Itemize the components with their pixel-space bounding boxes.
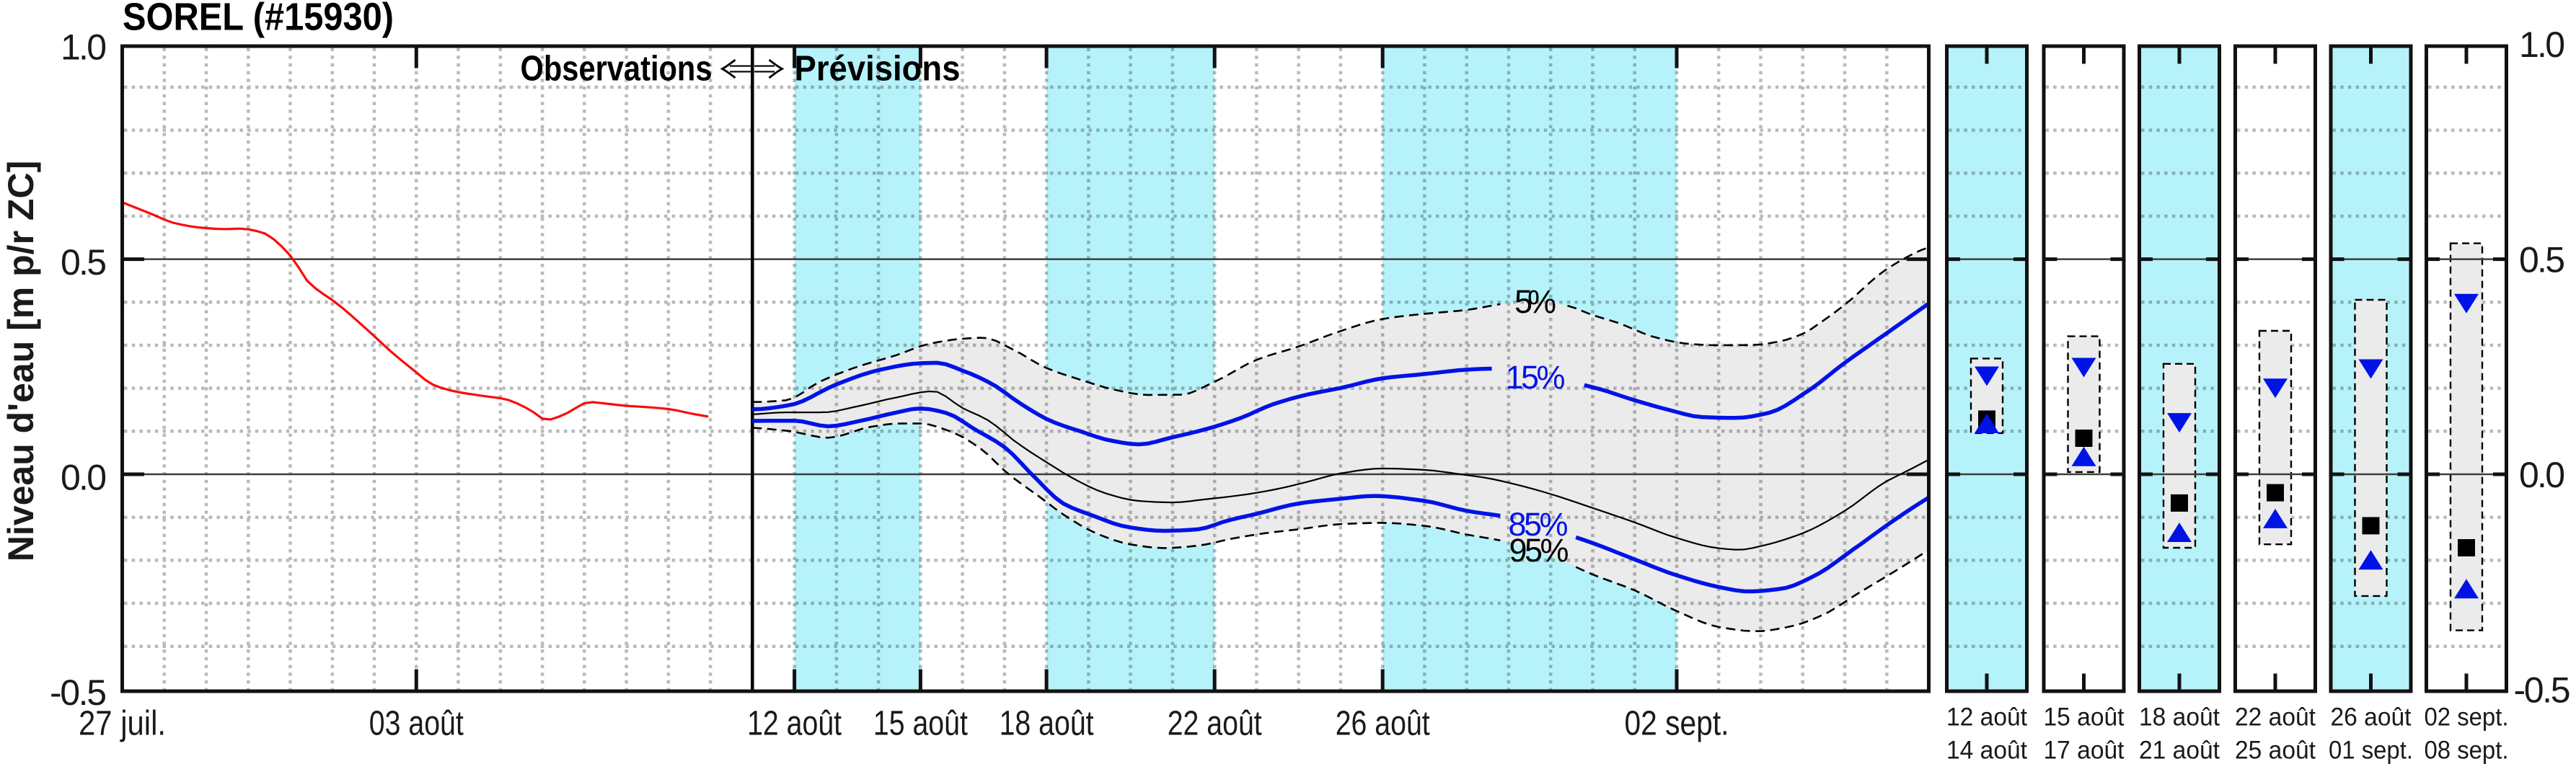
svg-text:26 août: 26 août (1336, 705, 1430, 743)
svg-text:15 août: 15 août (873, 705, 968, 743)
svg-text:0.0: 0.0 (2519, 455, 2565, 495)
svg-text:21 août: 21 août (2139, 737, 2220, 764)
svg-text:Observations: Observations (521, 50, 713, 89)
svg-text:15 août: 15 août (2044, 703, 2125, 732)
svg-text:-0.5: -0.5 (50, 672, 107, 713)
svg-text:SOREL (#15930): SOREL (#15930) (123, 0, 394, 39)
svg-text:-0.5: -0.5 (2514, 670, 2571, 710)
svg-text:02 sept.: 02 sept. (1625, 705, 1729, 743)
svg-text:17 août: 17 août (2044, 737, 2125, 764)
svg-text:03 août: 03 août (369, 705, 464, 743)
svg-text:18 août: 18 août (2139, 703, 2220, 732)
svg-text:1.0: 1.0 (2519, 25, 2565, 65)
svg-text:0.5: 0.5 (2519, 240, 2565, 280)
svg-text:02 sept.: 02 sept. (2425, 703, 2509, 732)
svg-text:Niveau d'eau [m p/r ZC]: Niveau d'eau [m p/r ZC] (1, 161, 41, 561)
svg-text:22 août: 22 août (2235, 703, 2316, 732)
svg-text:18 août: 18 août (1000, 705, 1094, 743)
svg-text:25 août: 25 août (2235, 737, 2316, 764)
svg-text:5%: 5% (1514, 283, 1556, 320)
svg-text:85%: 85% (1509, 506, 1569, 543)
svg-text:Prévisions: Prévisions (795, 50, 961, 89)
svg-text:0.0: 0.0 (61, 458, 107, 498)
svg-text:95%: 95% (1509, 532, 1569, 569)
svg-text:26 août: 26 août (2331, 703, 2412, 732)
svg-text:0.5: 0.5 (61, 242, 107, 283)
svg-text:27 juil.: 27 juil. (79, 705, 166, 743)
svg-text:08 sept.: 08 sept. (2425, 737, 2509, 764)
svg-text:01 sept.: 01 sept. (2329, 737, 2413, 764)
svg-text:12 août: 12 août (747, 705, 842, 743)
svg-text:12 août: 12 août (1946, 703, 2027, 732)
svg-text:14 août: 14 août (1946, 737, 2027, 764)
svg-text:22 août: 22 août (1168, 705, 1262, 743)
svg-text:15%: 15% (1506, 359, 1566, 396)
svg-text:1.0: 1.0 (61, 27, 107, 68)
